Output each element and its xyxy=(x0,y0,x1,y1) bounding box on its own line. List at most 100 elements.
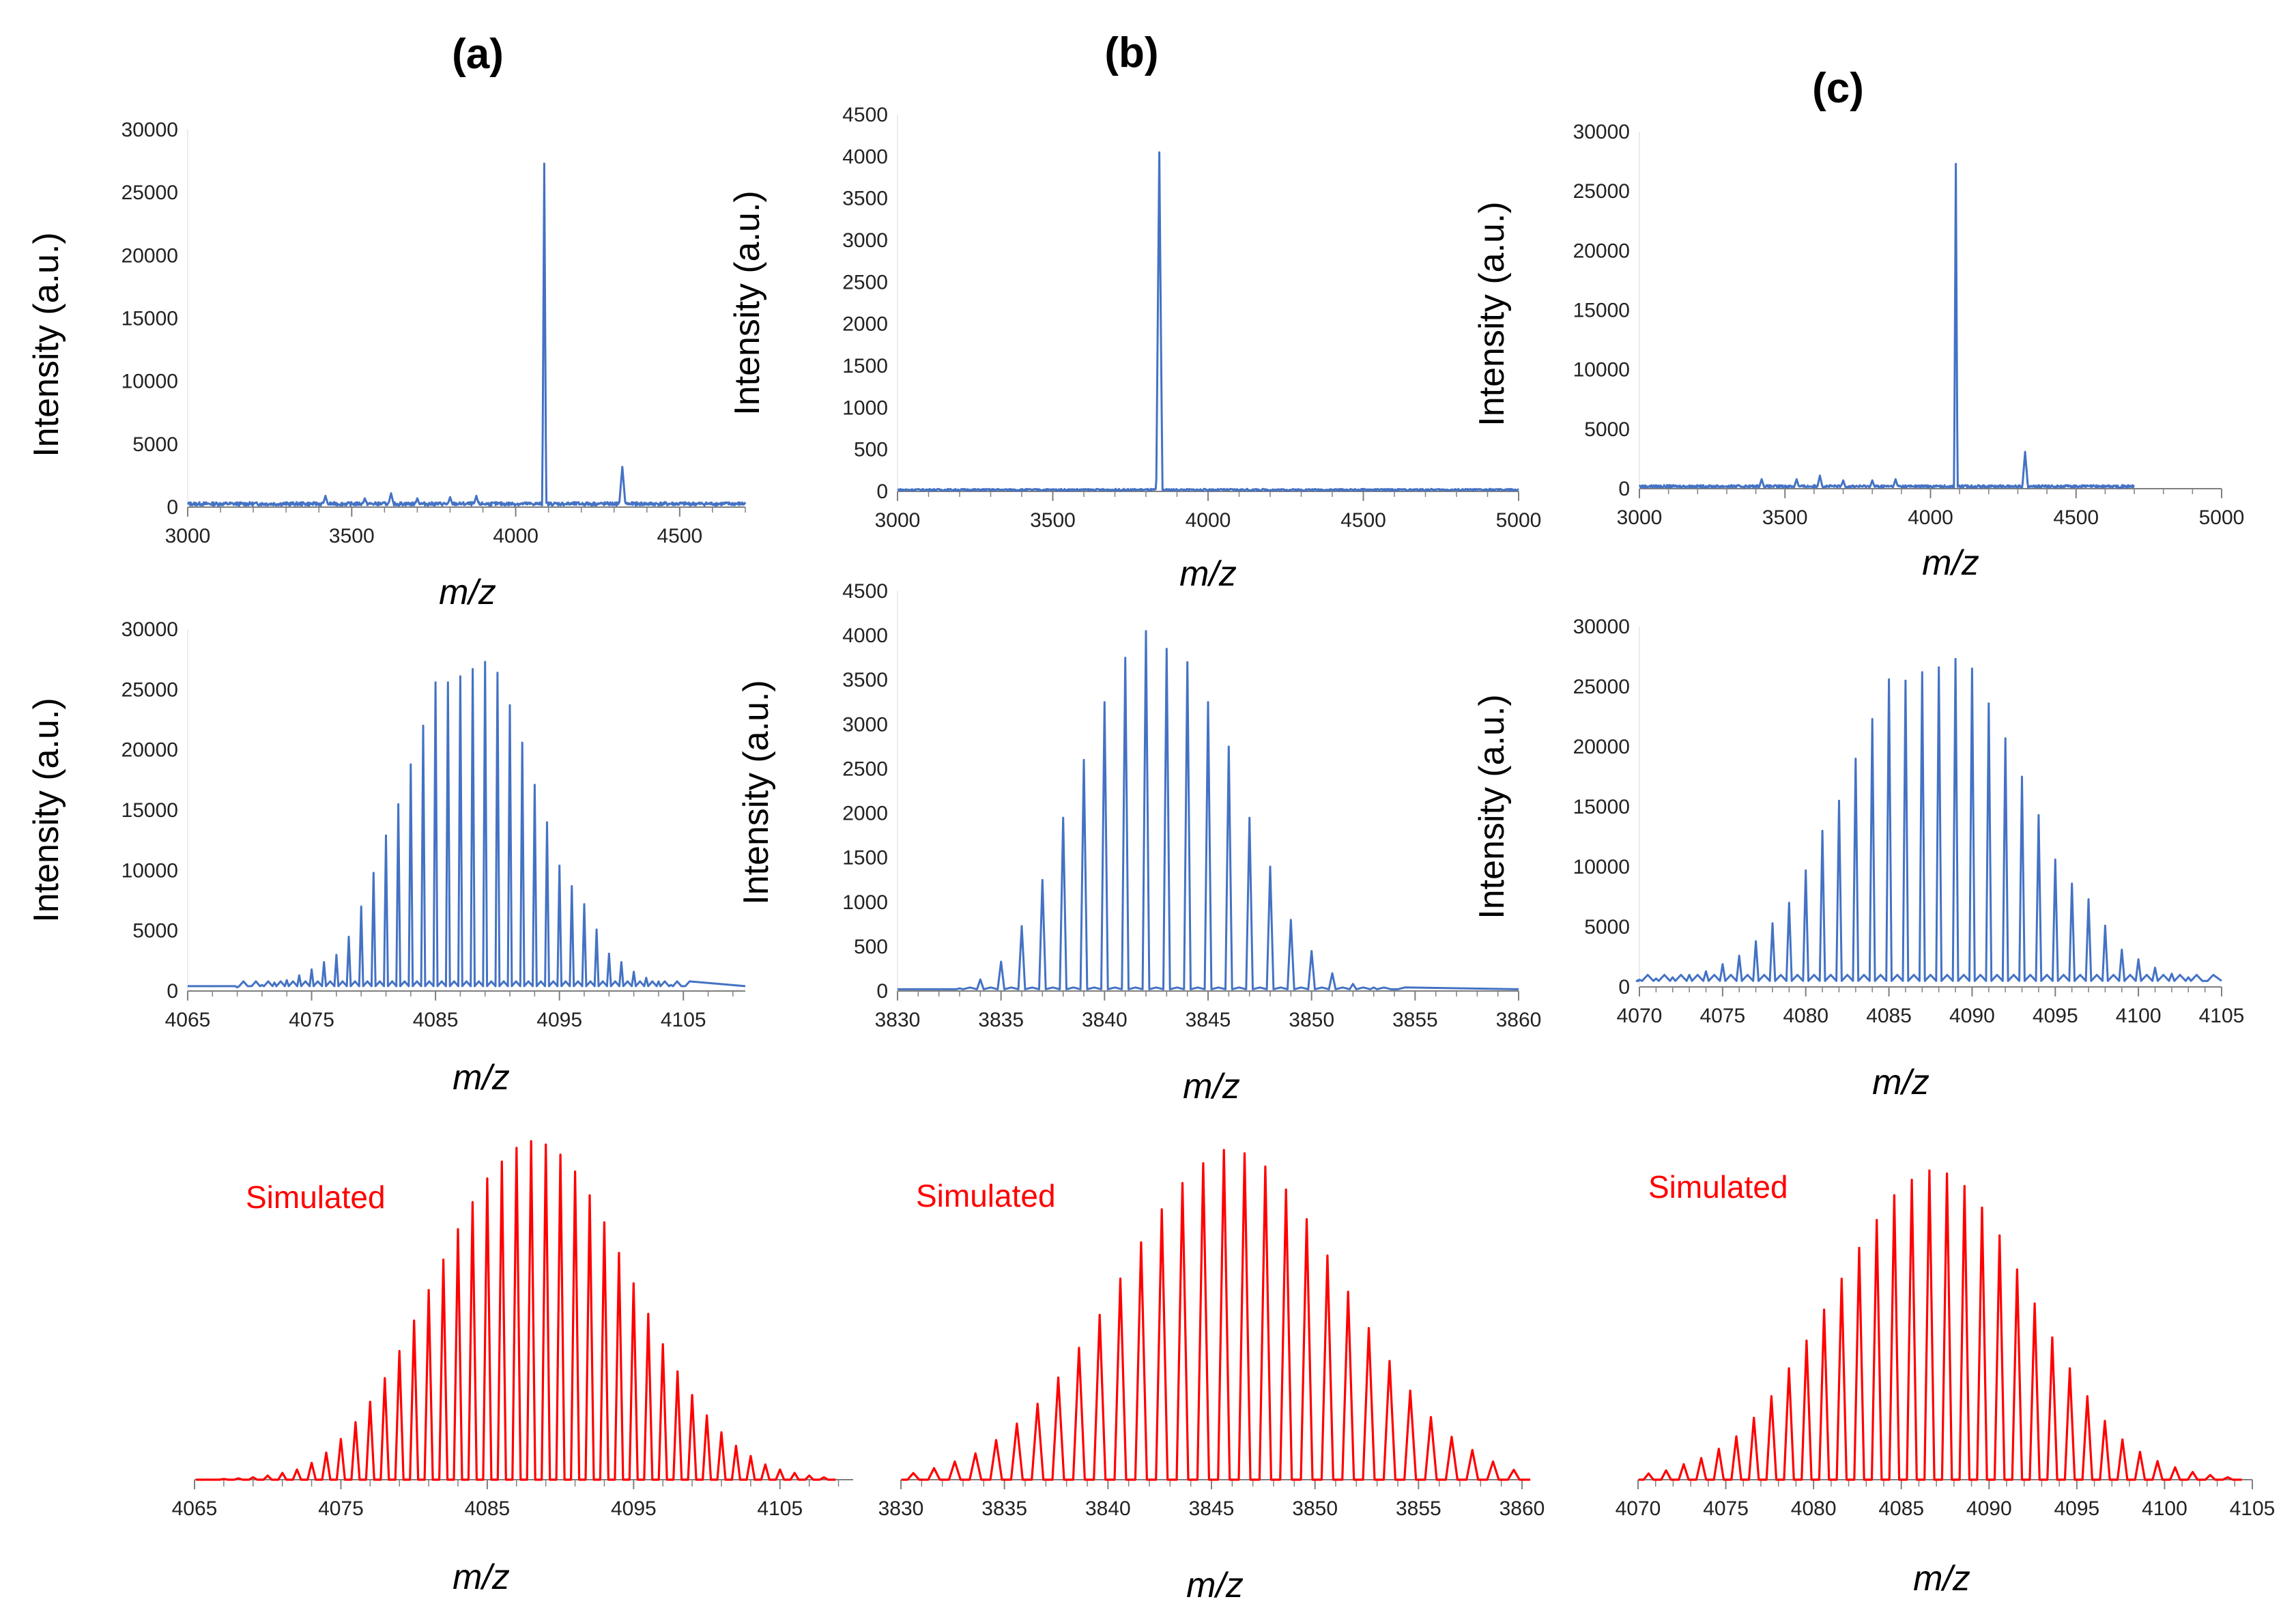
x-tick-label: 3500 xyxy=(1030,509,1076,532)
x-tick-label: 3860 xyxy=(1496,1009,1542,1031)
y-tick-label: 25000 xyxy=(1573,676,1630,698)
series-c3-line xyxy=(1638,1169,2242,1481)
y-tick-label: 2000 xyxy=(842,313,888,336)
x-axis-label: m/z xyxy=(439,573,496,612)
x-tick-label: 3850 xyxy=(1289,1009,1334,1031)
x-tick-label: 4105 xyxy=(757,1497,803,1520)
y-tick-label: 2500 xyxy=(842,758,888,780)
x-tick-label: 3855 xyxy=(1396,1497,1441,1520)
x-tick-label: 5000 xyxy=(1496,509,1542,532)
chart-a2: 0 5000 10000 15000 20000 25000 30000 4065 4075 40… xyxy=(27,618,746,1097)
y-tick-label: 1500 xyxy=(842,847,888,870)
y-tick-label: 15000 xyxy=(1573,300,1630,322)
y-tick-label: 1000 xyxy=(842,397,888,419)
series-c2-line xyxy=(1635,658,2222,982)
y-tick-label: 30000 xyxy=(121,119,178,141)
y-tick-label: 5000 xyxy=(132,920,178,943)
x-tick-label: 4095 xyxy=(536,1009,582,1031)
y-axis-label: Intensity (a.u.) xyxy=(736,680,776,904)
y-tick-label: 0 xyxy=(167,496,178,519)
series-b3-line xyxy=(901,1149,1531,1481)
y-tick-label: 15000 xyxy=(1573,796,1630,818)
y-tick-label: 10000 xyxy=(121,371,178,393)
x-tick-label: 4105 xyxy=(661,1009,706,1031)
series-a1-line xyxy=(187,162,747,507)
x-tick-label: 4075 xyxy=(1699,1005,1745,1027)
simulated-label: Simulated xyxy=(246,1179,386,1215)
x-tick-label: 4000 xyxy=(1908,506,1953,529)
y-tick-label: 30000 xyxy=(1573,616,1630,638)
x-axis-label: m/z xyxy=(1183,1067,1240,1106)
y-tick-label: 0 xyxy=(876,980,888,1003)
y-tick-label: 2500 xyxy=(842,271,888,293)
series-b2-line xyxy=(898,630,1519,990)
x-tick-label: 3500 xyxy=(329,525,375,547)
x-tick-label: 4085 xyxy=(1866,1005,1912,1027)
y-axis-label: Intensity (a.u.) xyxy=(27,232,66,457)
x-tick-label: 3850 xyxy=(1292,1497,1338,1520)
x-tick-label: 4085 xyxy=(465,1497,511,1520)
y-tick-label: 20000 xyxy=(1573,240,1630,262)
y-tick-label: 5000 xyxy=(1584,916,1630,938)
y-tick-label: 3000 xyxy=(842,713,888,736)
chart-c2: 0 5000 10000 15000 20000 25000 30000 4070 4075 40… xyxy=(1472,616,2244,1102)
y-tick-label: 0 xyxy=(1618,478,1630,500)
y-tick-label: 10000 xyxy=(1573,359,1630,382)
y-axis-label: Intensity (a.u.) xyxy=(728,190,767,415)
x-tick-label: 4105 xyxy=(2230,1497,2276,1520)
simulated-label: Simulated xyxy=(1648,1169,1788,1205)
x-tick-label: 4085 xyxy=(1878,1497,1924,1520)
panel-label-c: (c) xyxy=(1812,65,1864,112)
x-tick-label: 3855 xyxy=(1392,1009,1438,1031)
y-tick-label: 2000 xyxy=(842,803,888,825)
y-tick-label: 25000 xyxy=(1573,180,1630,203)
x-tick-label: 4100 xyxy=(2116,1005,2162,1027)
y-tick-label: 4000 xyxy=(842,624,888,647)
x-axis-label: m/z xyxy=(1872,1063,1929,1102)
series-a3-line xyxy=(196,1140,836,1481)
chart-b3: 3830 3835 3840 3845 3850 3855 3860 m/z Simulated xyxy=(878,1149,1545,1605)
x-tick-label: 3830 xyxy=(875,1009,921,1031)
panel-label-b: (b) xyxy=(1104,29,1158,76)
x-axis-label: m/z xyxy=(453,1557,510,1597)
x-axis-label: m/z xyxy=(1913,1559,1970,1598)
y-tick-label: 20000 xyxy=(1573,736,1630,758)
x-tick-label: 4080 xyxy=(1783,1005,1828,1027)
x-tick-label: 3500 xyxy=(1762,506,1808,529)
y-tick-label: 20000 xyxy=(121,739,178,762)
y-tick-label: 3000 xyxy=(842,229,888,252)
x-tick-label: 4000 xyxy=(493,525,539,547)
x-axis-label: m/z xyxy=(1186,1566,1244,1605)
x-tick-label: 4500 xyxy=(2053,506,2099,529)
x-tick-label: 4000 xyxy=(1186,509,1231,532)
x-tick-label: 4500 xyxy=(1340,509,1386,532)
simulated-label: Simulated xyxy=(916,1178,1056,1214)
x-tick-label: 4100 xyxy=(2142,1497,2187,1520)
x-tick-label: 3840 xyxy=(1082,1009,1128,1031)
x-tick-label: 3830 xyxy=(878,1497,924,1520)
x-tick-label: 4065 xyxy=(172,1497,218,1520)
y-axis-label: Intensity (a.u.) xyxy=(27,698,66,922)
y-tick-label: 5000 xyxy=(132,433,178,456)
x-tick-label: 5000 xyxy=(2199,506,2245,529)
x-tick-label: 4090 xyxy=(1949,1005,1995,1027)
x-axis-label: m/z xyxy=(1922,543,1979,583)
chart-c1: 0 5000 10000 15000 20000 25000 30000 3000 3500 40… xyxy=(1472,121,2244,583)
y-tick-label: 3500 xyxy=(842,669,888,691)
x-tick-label: 4075 xyxy=(318,1497,364,1520)
y-tick-label: 10000 xyxy=(1573,856,1630,878)
x-tick-label: 4095 xyxy=(2033,1005,2078,1027)
y-tick-label: 4500 xyxy=(842,104,888,126)
y-tick-label: 15000 xyxy=(121,799,178,822)
series-b1-line xyxy=(897,151,1519,492)
x-tick-label: 4065 xyxy=(165,1009,211,1031)
x-axis-label: m/z xyxy=(1179,554,1237,594)
x-tick-label: 4095 xyxy=(2054,1497,2099,1520)
chart-a1: 0 5000 10000 15000 20000 25000 30000 3000 3500 40… xyxy=(27,119,747,612)
y-tick-label: 20000 xyxy=(121,244,178,267)
y-tick-label: 0 xyxy=(876,480,888,503)
x-tick-label: 4080 xyxy=(1791,1497,1837,1520)
x-tick-label: 4105 xyxy=(2199,1005,2245,1027)
